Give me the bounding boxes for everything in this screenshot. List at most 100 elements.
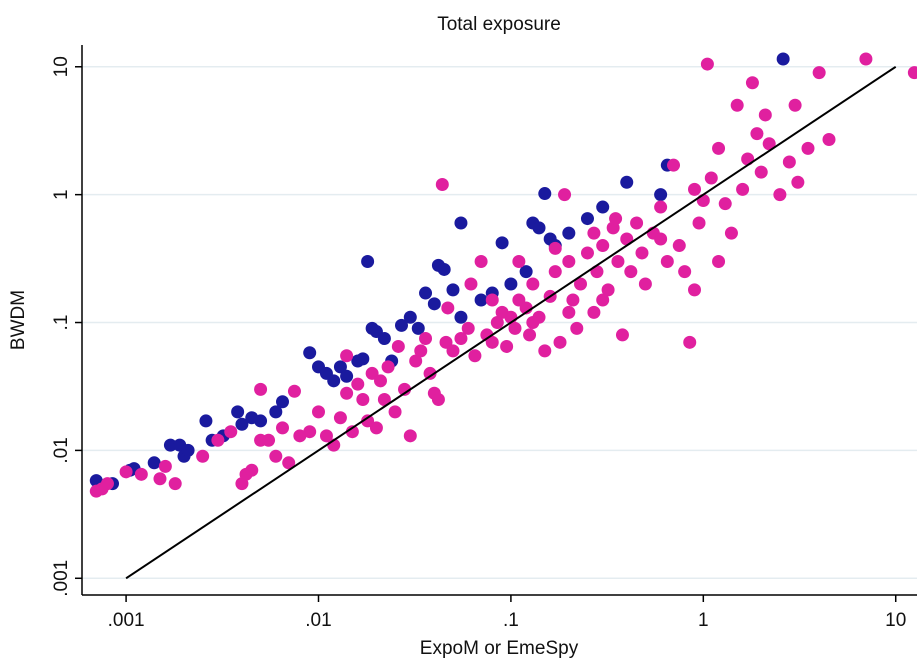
point <box>181 443 195 457</box>
point <box>377 332 391 346</box>
point <box>454 310 468 324</box>
point <box>526 277 540 291</box>
point <box>609 212 623 226</box>
point <box>590 265 604 279</box>
point <box>231 405 245 419</box>
point <box>688 283 702 297</box>
point <box>562 226 576 240</box>
point <box>381 360 395 374</box>
point <box>446 344 460 358</box>
point <box>654 232 668 246</box>
point <box>635 246 649 260</box>
point <box>745 76 759 90</box>
point <box>692 216 706 230</box>
point <box>523 328 537 342</box>
point <box>147 456 161 470</box>
point <box>224 425 238 439</box>
point <box>269 449 283 463</box>
point <box>168 477 182 491</box>
point <box>696 194 710 208</box>
point <box>574 277 588 291</box>
point <box>526 316 540 330</box>
point <box>474 293 488 307</box>
point <box>548 241 562 255</box>
point <box>333 411 347 425</box>
point <box>356 352 370 366</box>
point <box>474 255 488 269</box>
point <box>615 328 629 342</box>
point <box>398 382 412 396</box>
point <box>638 277 652 291</box>
point <box>724 226 738 240</box>
point <box>245 463 259 477</box>
point <box>822 132 836 146</box>
point <box>461 321 475 335</box>
point <box>340 386 354 400</box>
point <box>394 318 408 332</box>
point <box>361 414 375 428</box>
x-tick-label: .001 <box>108 610 145 631</box>
point <box>454 332 468 346</box>
point <box>660 255 674 269</box>
point <box>485 293 499 307</box>
x-tick-label: 1 <box>698 610 709 631</box>
point <box>419 286 433 300</box>
point <box>558 188 572 202</box>
point <box>414 344 428 358</box>
point <box>562 305 576 319</box>
point <box>741 152 755 166</box>
point <box>512 255 526 269</box>
point <box>409 354 423 368</box>
point <box>153 472 167 486</box>
point <box>485 335 499 349</box>
point <box>611 255 625 269</box>
point <box>580 212 594 226</box>
x-tick-label: .1 <box>503 610 519 631</box>
point <box>587 305 601 319</box>
point <box>287 384 301 398</box>
x-tick-label: 10 <box>885 610 906 631</box>
point <box>773 188 787 202</box>
point <box>293 429 307 443</box>
point <box>441 301 455 315</box>
point <box>754 165 768 179</box>
point <box>566 293 580 307</box>
point <box>423 366 437 380</box>
y-tick-label: 1 <box>51 189 72 200</box>
point <box>596 293 610 307</box>
point <box>119 465 133 479</box>
point <box>672 239 686 253</box>
point <box>538 344 552 358</box>
point <box>446 283 460 297</box>
y-axis-label: BWDM <box>8 290 29 350</box>
point <box>678 265 692 279</box>
point <box>504 277 518 291</box>
y-tick-label: .01 <box>51 437 72 463</box>
point <box>427 297 441 311</box>
point <box>712 255 726 269</box>
reference-line <box>125 65 897 580</box>
point <box>718 197 732 211</box>
point <box>907 66 917 80</box>
point <box>654 188 668 202</box>
point <box>587 226 601 240</box>
plot-area <box>89 52 917 580</box>
point <box>464 277 478 291</box>
point <box>812 66 826 80</box>
point <box>495 236 509 250</box>
point <box>262 433 276 447</box>
point <box>762 137 776 151</box>
point <box>276 395 290 409</box>
point <box>570 321 584 335</box>
chart-title: Total exposure <box>437 14 561 35</box>
point <box>538 187 552 201</box>
point <box>100 477 114 491</box>
point <box>500 339 514 353</box>
point <box>532 221 546 235</box>
y-tick-label: .1 <box>51 315 72 331</box>
point <box>654 200 668 214</box>
point <box>369 421 383 435</box>
point <box>630 216 644 230</box>
point <box>791 175 805 189</box>
point <box>776 52 790 66</box>
